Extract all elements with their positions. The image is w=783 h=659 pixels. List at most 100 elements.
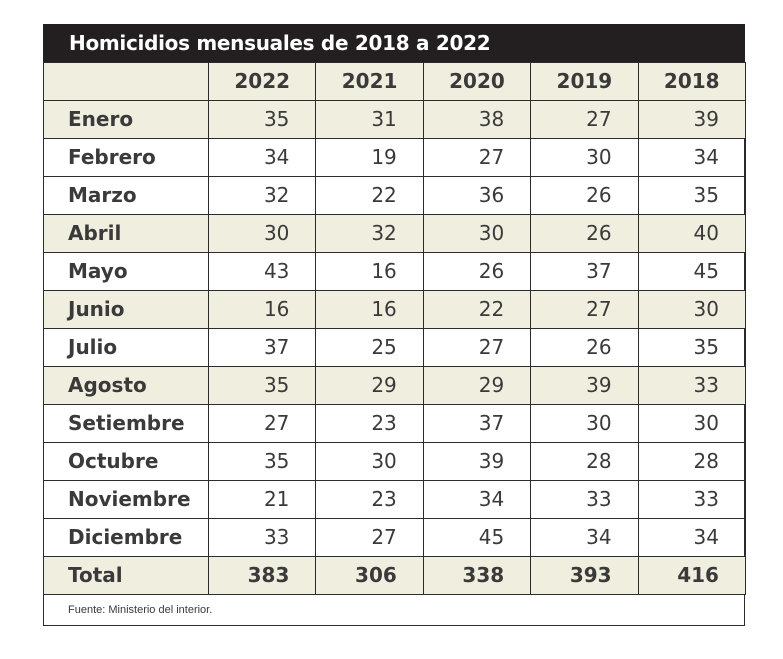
cell-2021: 32	[315, 214, 424, 253]
cell-2018: 33	[637, 366, 746, 405]
table-row: Mayo 43 16 26 37 45	[43, 252, 746, 291]
cell-2019: 34	[530, 518, 639, 557]
row-label: Agosto	[43, 366, 209, 405]
table-row: Noviembre 21 23 34 33 33	[43, 480, 746, 519]
row-label: Noviembre	[43, 480, 209, 519]
table-row: Marzo 32 22 36 26 35	[43, 176, 746, 215]
cell-2021: 16	[315, 252, 424, 291]
cell-2020: 27	[422, 138, 532, 177]
cell-2018: 28	[637, 442, 746, 481]
cell-2020: 37	[422, 404, 532, 443]
cell-2019: 27	[530, 100, 639, 139]
cell-2019: 26	[530, 176, 639, 215]
header-corner	[43, 62, 209, 101]
table-row: Abril 30 32 30 26 40	[43, 214, 746, 253]
cell-2019: 33	[530, 480, 639, 519]
cell-2020: 26	[422, 252, 532, 291]
cell-2018: 45	[637, 252, 746, 291]
cell-2021: 30	[315, 442, 424, 481]
table-row: Febrero 34 19 27 30 34	[43, 138, 746, 177]
cell-2021: 23	[315, 480, 424, 519]
table-row: Octubre 35 30 39 28 28	[43, 442, 746, 481]
table-row: Julio 37 25 27 26 35	[43, 328, 746, 367]
cell-2019: 27	[530, 290, 639, 329]
row-label: Diciembre	[43, 518, 209, 557]
table-row: Setiembre 27 23 37 30 30	[43, 404, 746, 443]
cell-2021: 16	[315, 290, 424, 329]
cell-2020: 30	[422, 214, 532, 253]
table-row: Enero 35 31 38 27 39	[43, 100, 746, 139]
total-2022: 383	[207, 556, 317, 595]
cell-2022: 21	[207, 480, 317, 519]
row-label: Enero	[43, 100, 209, 139]
cell-2018: 30	[637, 290, 746, 329]
cell-2022: 43	[207, 252, 317, 291]
row-label: Octubre	[43, 442, 209, 481]
cell-2019: 30	[530, 404, 639, 443]
total-2020: 338	[422, 556, 532, 595]
table-title: Homicidios mensuales de 2018 a 2022	[43, 24, 745, 62]
cell-2020: 36	[422, 176, 532, 215]
cell-2021: 27	[315, 518, 424, 557]
table-row: Junio 16 16 22 27 30	[43, 290, 746, 329]
cell-2021: 23	[315, 404, 424, 443]
cell-2018: 40	[637, 214, 746, 253]
row-label: Mayo	[43, 252, 209, 291]
total-2021: 306	[315, 556, 424, 595]
cell-2022: 34	[207, 138, 317, 177]
row-label: Setiembre	[43, 404, 209, 443]
cell-2020: 34	[422, 480, 532, 519]
cell-2018: 35	[637, 176, 746, 215]
header-year-2021: 2021	[315, 62, 424, 101]
total-label: Total	[43, 556, 209, 595]
cell-2019: 26	[530, 328, 639, 367]
cell-2018: 34	[637, 138, 746, 177]
cell-2018: 35	[637, 328, 746, 367]
cell-2022: 35	[207, 442, 317, 481]
total-row: Total 383 306 338 393 416	[43, 556, 746, 595]
cell-2022: 16	[207, 290, 317, 329]
cell-2019: 28	[530, 442, 639, 481]
total-2018: 416	[637, 556, 746, 595]
cell-2022: 33	[207, 518, 317, 557]
cell-2020: 27	[422, 328, 532, 367]
header-year-2020: 2020	[422, 62, 532, 101]
cell-2020: 45	[422, 518, 532, 557]
cell-2021: 31	[315, 100, 424, 139]
cell-2018: 33	[637, 480, 746, 519]
cell-2022: 35	[207, 366, 317, 405]
cell-2022: 35	[207, 100, 317, 139]
table-row: Diciembre 33 27 45 34 34	[43, 518, 746, 557]
cell-2021: 25	[315, 328, 424, 367]
row-label: Febrero	[43, 138, 209, 177]
table-body: Enero 35 31 38 27 39 Febrero 34 19 27 30 34 Marzo 32 2…	[43, 100, 746, 595]
cell-2019: 30	[530, 138, 639, 177]
row-label: Junio	[43, 290, 209, 329]
source-note: Fuente: Ministerio del interior.	[68, 604, 213, 616]
cell-2019: 39	[530, 366, 639, 405]
cell-2020: 38	[422, 100, 532, 139]
cell-2020: 29	[422, 366, 532, 405]
total-2019: 393	[530, 556, 639, 595]
header-year-2018: 2018	[637, 62, 746, 101]
cell-2018: 39	[637, 100, 746, 139]
header-row: 2022 2021 2020 2019 2018	[43, 62, 746, 101]
row-label: Marzo	[43, 176, 209, 215]
homicides-table: 2022 2021 2020 2019 2018 Enero 35 31 38 27 39…	[43, 62, 746, 595]
cell-2020: 22	[422, 290, 532, 329]
cell-2022: 37	[207, 328, 317, 367]
cell-2022: 27	[207, 404, 317, 443]
cell-2018: 30	[637, 404, 746, 443]
cell-2021: 29	[315, 366, 424, 405]
cell-2019: 37	[530, 252, 639, 291]
header-year-2019: 2019	[530, 62, 639, 101]
row-label: Julio	[43, 328, 209, 367]
cell-2021: 19	[315, 138, 424, 177]
cell-2020: 39	[422, 442, 532, 481]
cell-2019: 26	[530, 214, 639, 253]
row-label: Abril	[43, 214, 209, 253]
cell-2018: 34	[637, 518, 746, 557]
cell-2022: 32	[207, 176, 317, 215]
cell-2022: 30	[207, 214, 317, 253]
cell-2021: 22	[315, 176, 424, 215]
